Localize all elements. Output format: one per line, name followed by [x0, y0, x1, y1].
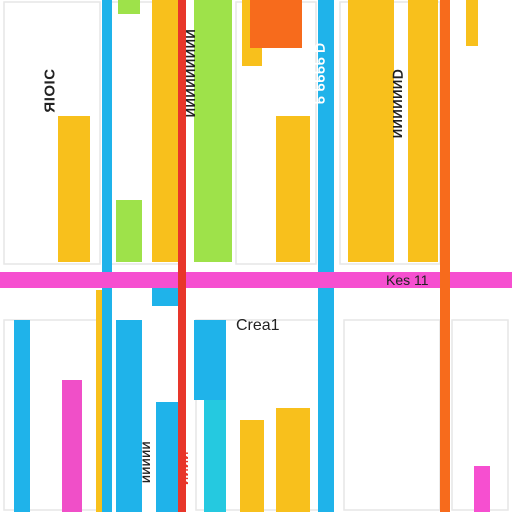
red-line — [178, 0, 186, 512]
bottom-vertical-label: ИИИИИ — [141, 440, 154, 484]
blue-bar — [116, 320, 142, 512]
pink-band — [0, 272, 512, 288]
grid-panel — [343, 319, 441, 511]
green-bar — [116, 200, 142, 262]
blue-vertical-label: ᗡ ᑫᑫᑫᑫ ᑫ — [312, 42, 328, 106]
blue-bar — [14, 320, 30, 512]
yellow-bar — [408, 0, 438, 262]
yellow-bar — [276, 408, 310, 512]
center-vertical-label: ИИИИИИИИИ — [182, 29, 198, 118]
mid-label: Crea1 — [236, 317, 280, 334]
magenta-bar — [474, 466, 490, 512]
grid-panel — [3, 1, 101, 265]
green-bar — [194, 0, 232, 262]
blue-bar — [194, 320, 226, 400]
blue-line — [318, 0, 334, 512]
cyan-bar — [204, 400, 226, 512]
yellow-bar — [348, 0, 394, 262]
green-block-top — [118, 0, 140, 14]
yellow-bar — [240, 420, 264, 512]
left-vertical-label: ЯIOIC — [41, 68, 59, 113]
blue-block — [152, 288, 178, 306]
blue-line — [102, 0, 112, 512]
yellow-line — [96, 290, 102, 512]
right-vertical-label: ᗡИИИИИИ — [389, 69, 405, 139]
yellow-bar — [152, 0, 178, 262]
yellow-block — [466, 0, 478, 46]
yellow-bar — [276, 116, 310, 262]
yellow-bar — [58, 116, 90, 262]
orange-block — [250, 0, 302, 48]
blue-bar — [156, 402, 178, 512]
orange-line — [440, 0, 450, 512]
band-label: Kes 11 — [386, 272, 429, 288]
pink-bar — [62, 380, 82, 512]
bottom-red-vertical-label: ИИИИ — [178, 451, 191, 485]
